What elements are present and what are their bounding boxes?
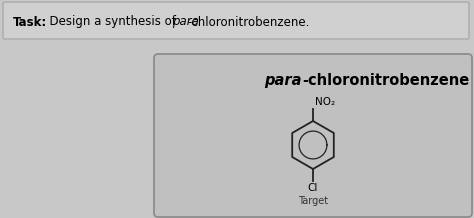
Text: Design a synthesis of: Design a synthesis of (42, 15, 180, 29)
FancyBboxPatch shape (154, 54, 472, 217)
Text: para: para (172, 15, 199, 29)
Text: Cl: Cl (308, 183, 318, 193)
Text: Task:: Task: (13, 15, 47, 29)
Text: -chloronitrobenzene: -chloronitrobenzene (302, 73, 469, 87)
Text: para: para (264, 73, 302, 87)
FancyBboxPatch shape (3, 2, 469, 39)
Text: -chloronitrobenzene.: -chloronitrobenzene. (187, 15, 310, 29)
Text: NO₂: NO₂ (315, 97, 335, 107)
Text: Target: Target (298, 196, 328, 206)
